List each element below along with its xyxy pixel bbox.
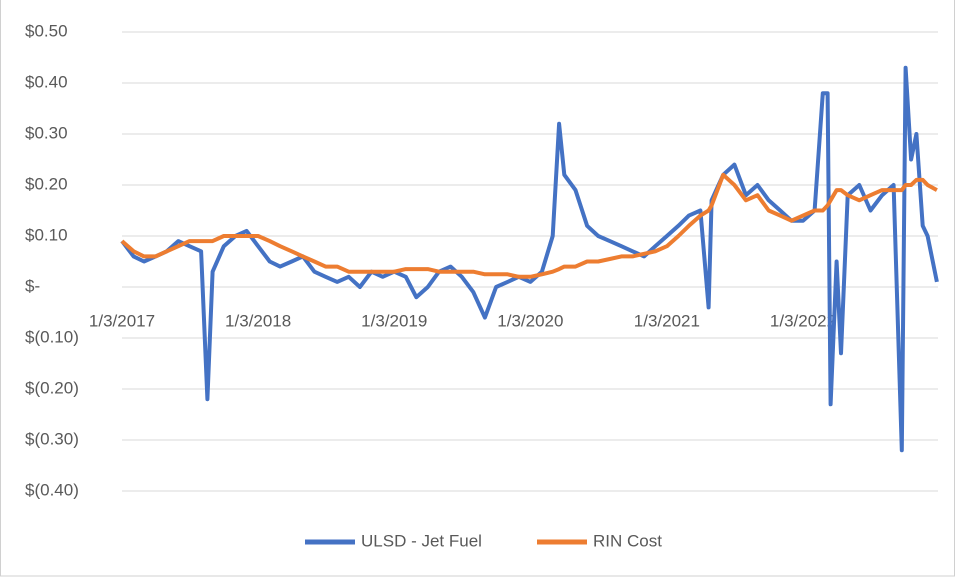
y-tick-label: $0.10 bbox=[25, 225, 68, 244]
x-tick-label: 1/3/2018 bbox=[225, 311, 291, 330]
y-tick-label: $0.50 bbox=[25, 21, 68, 40]
legend-label: ULSD - Jet Fuel bbox=[361, 531, 482, 550]
x-tick-label: 1/3/2017 bbox=[89, 311, 155, 330]
x-tick-label: 1/3/2022 bbox=[770, 311, 836, 330]
y-tick-label: $(0.20) bbox=[25, 378, 79, 397]
y-tick-label: $- bbox=[25, 276, 40, 295]
y-tick-label: $(0.40) bbox=[25, 480, 79, 499]
x-tick-label: 1/3/2020 bbox=[497, 311, 563, 330]
series-line bbox=[120, 172, 938, 279]
y-tick-label: $0.20 bbox=[25, 174, 68, 193]
series-line bbox=[120, 65, 939, 453]
y-tick-label: $0.40 bbox=[25, 72, 68, 91]
x-tick-label: 1/3/2021 bbox=[634, 311, 700, 330]
legend-label: RIN Cost bbox=[593, 531, 662, 550]
y-tick-label: $(0.30) bbox=[25, 429, 79, 448]
x-tick-label: 1/3/2019 bbox=[361, 311, 427, 330]
y-tick-label: $0.30 bbox=[25, 123, 68, 142]
y-tick-label: $(0.10) bbox=[25, 327, 79, 346]
